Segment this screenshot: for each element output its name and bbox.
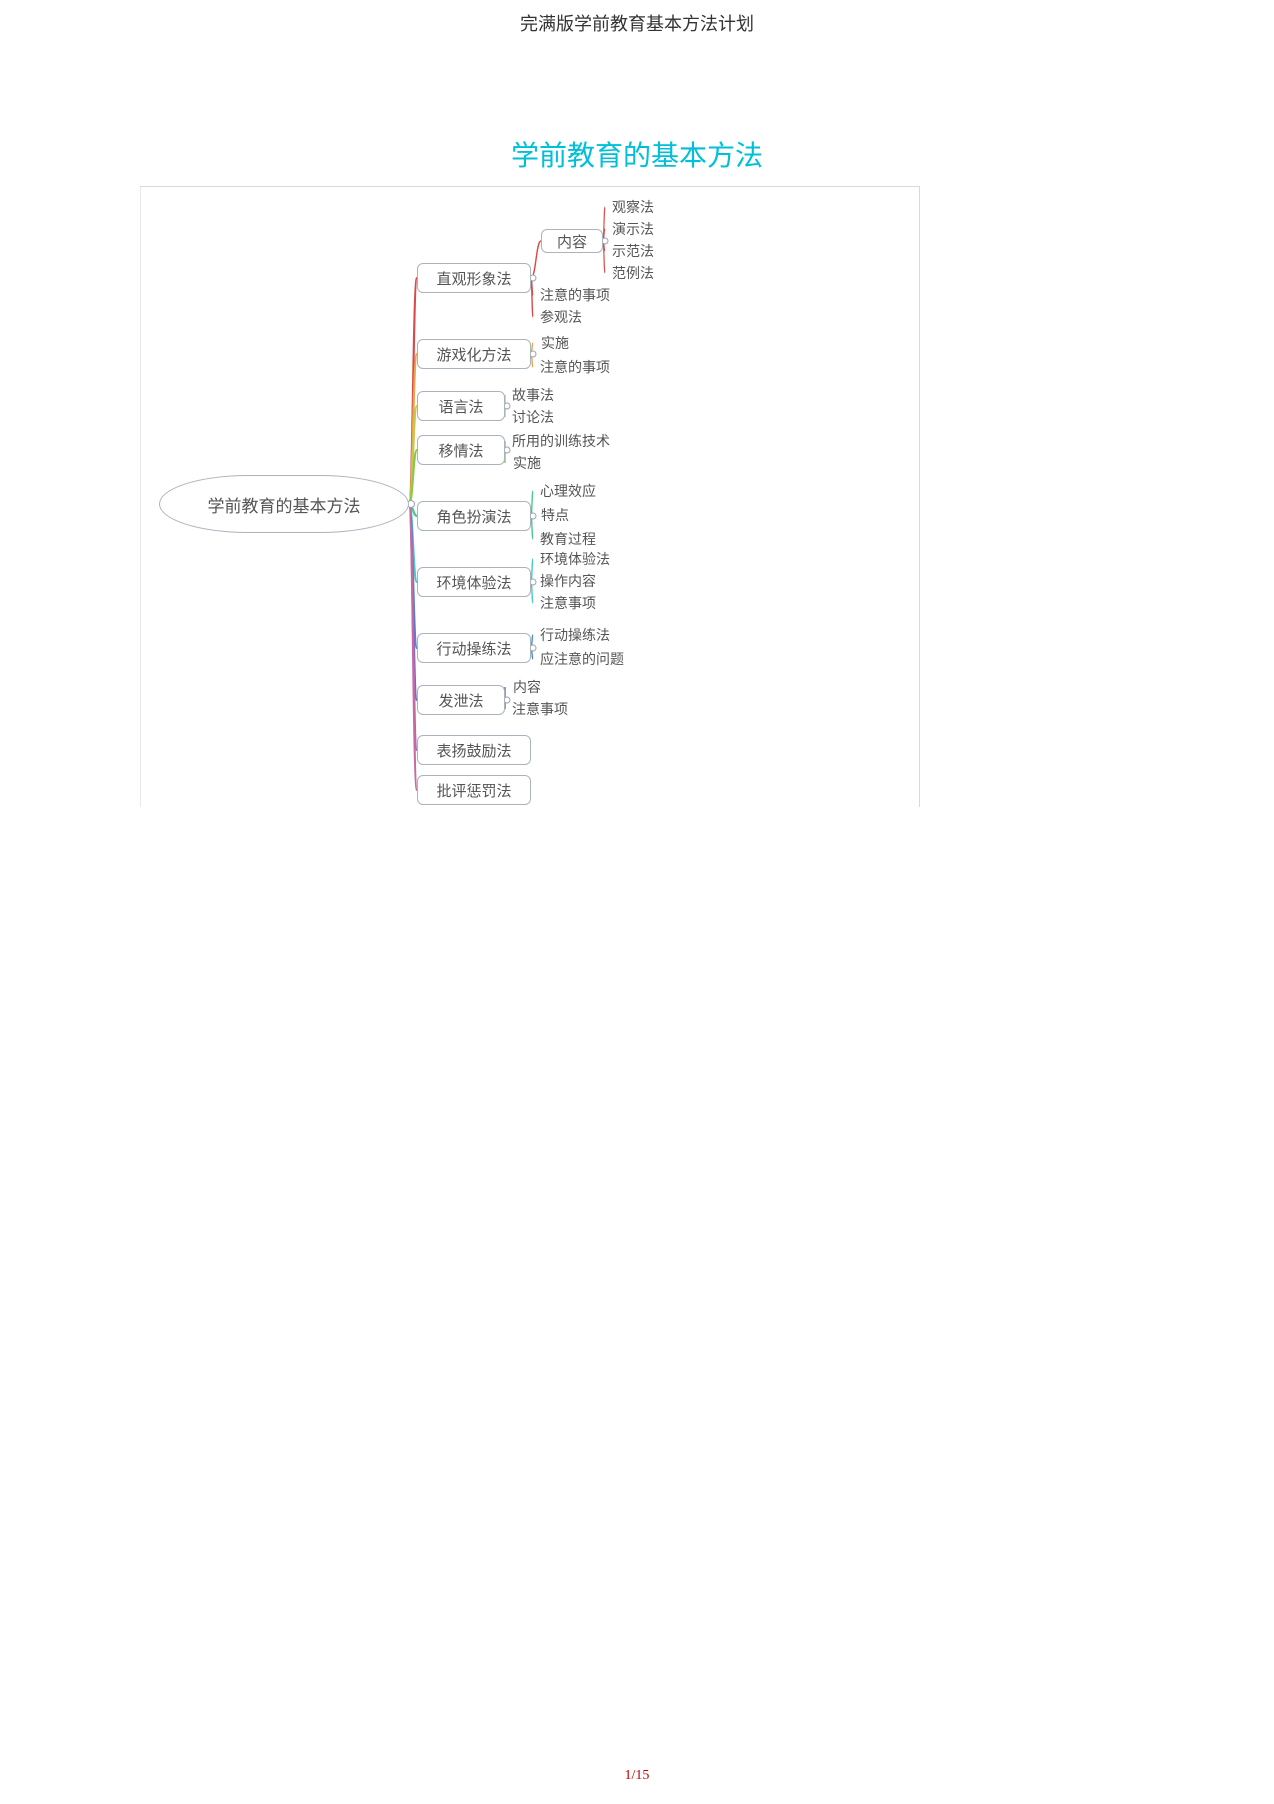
page-header: 完满版学前教育基本方法计划 xyxy=(0,10,1274,36)
mindmap-node: 学前教育的基本方法 xyxy=(159,475,409,533)
mindmap-node: 角色扮演法 xyxy=(417,501,531,531)
mindmap-node: 心理效应 xyxy=(533,481,603,501)
mindmap-node: 行动操练法 xyxy=(417,633,531,663)
mindmap-node: 参观法 xyxy=(533,307,589,327)
mindmap-node: 游戏化方法 xyxy=(417,339,531,369)
page-title: 学前教育的基本方法 xyxy=(0,134,1274,174)
mindmap-node: 实施 xyxy=(505,453,549,473)
mindmap-node: 行动操练法 xyxy=(533,625,617,645)
mindmap-node: 范例法 xyxy=(605,263,661,283)
mindmap-node: 特点 xyxy=(533,505,577,525)
mindmap-node: 故事法 xyxy=(505,385,561,405)
mindmap-node: 应注意的问题 xyxy=(533,649,631,669)
mindmap-node: 注意的事项 xyxy=(533,357,617,377)
mindmap-node: 实施 xyxy=(533,333,577,353)
mindmap-node: 观察法 xyxy=(605,197,661,217)
mindmap-node: 内容 xyxy=(505,677,549,697)
mindmap-node: 演示法 xyxy=(605,219,661,239)
mindmap-node: 注意事项 xyxy=(533,593,603,613)
mindmap-node: 所用的训练技术 xyxy=(505,431,617,451)
mindmap-node: 表扬鼓励法 xyxy=(417,735,531,765)
mindmap-node: 环境体验法 xyxy=(533,549,617,569)
mindmap-node: 直观形象法 xyxy=(417,263,531,293)
page-footer: 1/15 xyxy=(0,1768,1274,1784)
mindmap-node: 内容 xyxy=(541,229,603,253)
mindmap-figure: 学前教育的基本方法直观形象法游戏化方法语言法移情法角色扮演法环境体验法行动操练法… xyxy=(140,186,920,807)
mindmap-node: 注意事项 xyxy=(505,699,575,719)
mindmap-node: 注意的事项 xyxy=(533,285,617,305)
mindmap-node: 操作内容 xyxy=(533,571,603,591)
mindmap-node: 批评惩罚法 xyxy=(417,775,531,805)
mindmap-node: 示范法 xyxy=(605,241,661,261)
mindmap-node: 发泄法 xyxy=(417,685,505,715)
mindmap-node: 教育过程 xyxy=(533,529,603,549)
mindmap-node: 环境体验法 xyxy=(417,567,531,597)
mindmap-node: 讨论法 xyxy=(505,407,561,427)
mindmap-node: 语言法 xyxy=(417,391,505,421)
mindmap-node: 移情法 xyxy=(417,435,505,465)
